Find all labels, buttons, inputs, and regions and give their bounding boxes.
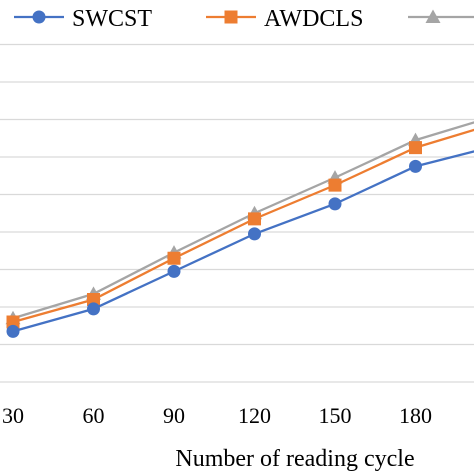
data-point — [167, 264, 181, 278]
series-line — [12, 121, 474, 320]
data-point — [167, 251, 181, 265]
legend-marker — [425, 9, 441, 23]
legend-marker — [224, 10, 238, 24]
gridlines — [0, 43, 474, 383]
legend: SWCST AWDCLS — [14, 6, 474, 32]
data-point — [87, 302, 100, 316]
x-tick-label: 90 — [163, 403, 185, 428]
series-swcst — [6, 150, 474, 338]
x-tick-label: 180 — [399, 403, 432, 428]
legend-label: AWDCLS — [264, 6, 363, 32]
legend-item: AWDCLS — [206, 6, 363, 32]
x-tick-label: 120 — [238, 403, 271, 428]
data-point — [328, 197, 342, 211]
data-point — [87, 293, 100, 306]
x-tick-labels: 306090120150180210 — [2, 403, 432, 428]
data-point — [6, 324, 20, 338]
data-point — [328, 178, 342, 192]
x-tick-label: 60 — [83, 403, 105, 428]
series-third — [5, 121, 474, 325]
legend-label: SWCST — [72, 6, 152, 32]
x-tick-label: 30 — [2, 403, 24, 428]
series-line — [12, 128, 474, 324]
data-point — [248, 212, 261, 226]
legend-item — [408, 9, 474, 23]
series-layer — [5, 121, 474, 338]
series-awdcls — [6, 128, 474, 329]
data-point — [409, 141, 422, 155]
legend-marker — [32, 10, 46, 24]
legend-item: SWCST — [14, 6, 152, 32]
data-point — [248, 227, 261, 241]
x-axis-title: Number of reading cycle — [175, 446, 414, 472]
data-point — [409, 159, 422, 173]
x-tick-label: 150 — [319, 403, 352, 428]
data-point — [6, 315, 20, 329]
